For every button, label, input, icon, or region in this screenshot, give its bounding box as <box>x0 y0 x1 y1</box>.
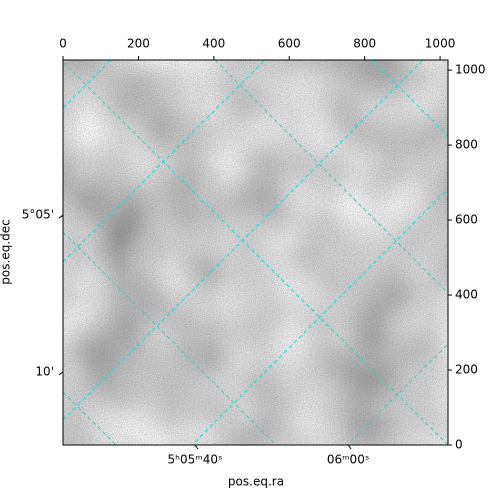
coordinate-grid <box>63 60 448 445</box>
ra-tick <box>347 444 352 450</box>
grid-line <box>371 60 448 137</box>
x-tick-label: 600 <box>278 37 301 51</box>
grid-line <box>63 60 112 109</box>
grid-line <box>63 60 266 263</box>
x-axis-label: pos.eq.ra <box>228 475 284 489</box>
frame <box>62 59 449 446</box>
ra-tick-label: 5ʰ05ᵐ40ˢ <box>167 453 222 467</box>
y-tick-label: 400 <box>455 288 478 302</box>
x-tick-label: 400 <box>202 37 225 51</box>
y-tick-label: 1000 <box>455 63 486 77</box>
x-tick-label: 1000 <box>425 37 456 51</box>
dec-tick <box>58 371 64 376</box>
y-tick-label: 800 <box>455 138 478 152</box>
grid-line <box>214 60 448 294</box>
y-tick-label: 0 <box>455 438 463 452</box>
ra-tick <box>194 444 199 450</box>
grid-line <box>63 231 277 445</box>
y-tick-label: 600 <box>455 213 478 227</box>
grid-line <box>191 188 448 445</box>
dec-tick-label: 10' <box>35 364 54 378</box>
ra-tick-label: 06ᵐ00ˢ <box>327 453 370 467</box>
y-axis-label: pos.eq.dec <box>0 219 13 284</box>
grid-line <box>346 343 448 445</box>
x-tick-label: 200 <box>127 37 150 51</box>
image <box>63 60 448 445</box>
grid-line <box>63 60 424 421</box>
y-tick-label: 200 <box>455 363 478 377</box>
x-tick-label: 800 <box>353 37 376 51</box>
x-tick-label: 0 <box>59 37 67 51</box>
grid-line <box>63 391 117 445</box>
dec-tick <box>58 214 64 219</box>
dec-tick-label: 5°05' <box>22 208 54 222</box>
